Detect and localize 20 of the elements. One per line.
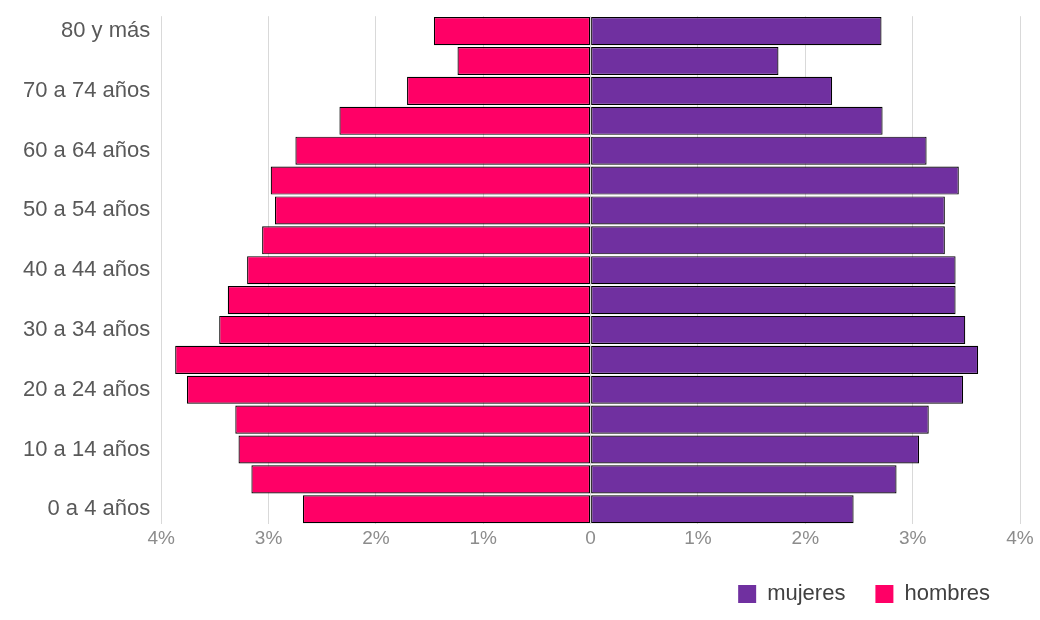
y-tick-label: 10 a 14 años <box>22 435 151 461</box>
y-tick-label: 50 a 54 años <box>22 196 151 222</box>
x-tick-label: 2% <box>362 526 390 548</box>
x-tick-label: 1% <box>684 526 712 548</box>
x-tick-label: 4% <box>1006 526 1034 548</box>
x-tick-label: 3% <box>254 526 283 548</box>
y-tick-label: 30 a 34 años <box>22 316 151 342</box>
y-tick-label: 60 a 64 años <box>22 136 151 162</box>
y-tick-label: 40 a 44 años <box>22 256 151 282</box>
x-tick-label: 0 <box>585 526 596 548</box>
x-tick-label: 3% <box>898 526 927 548</box>
legend-label: mujeres <box>767 580 846 606</box>
legend-label: hombres <box>904 580 990 606</box>
x-tick-label: 4% <box>147 526 176 548</box>
y-tick-label: 0 a 4 años <box>47 495 151 521</box>
y-tick-label: 70 a 74 años <box>22 76 151 102</box>
x-tick-label: 2% <box>791 526 820 548</box>
x-tick-label: 1% <box>469 526 498 548</box>
y-tick-label: 20 a 24 años <box>22 375 151 401</box>
y-tick-label: 80 y más <box>60 17 151 43</box>
